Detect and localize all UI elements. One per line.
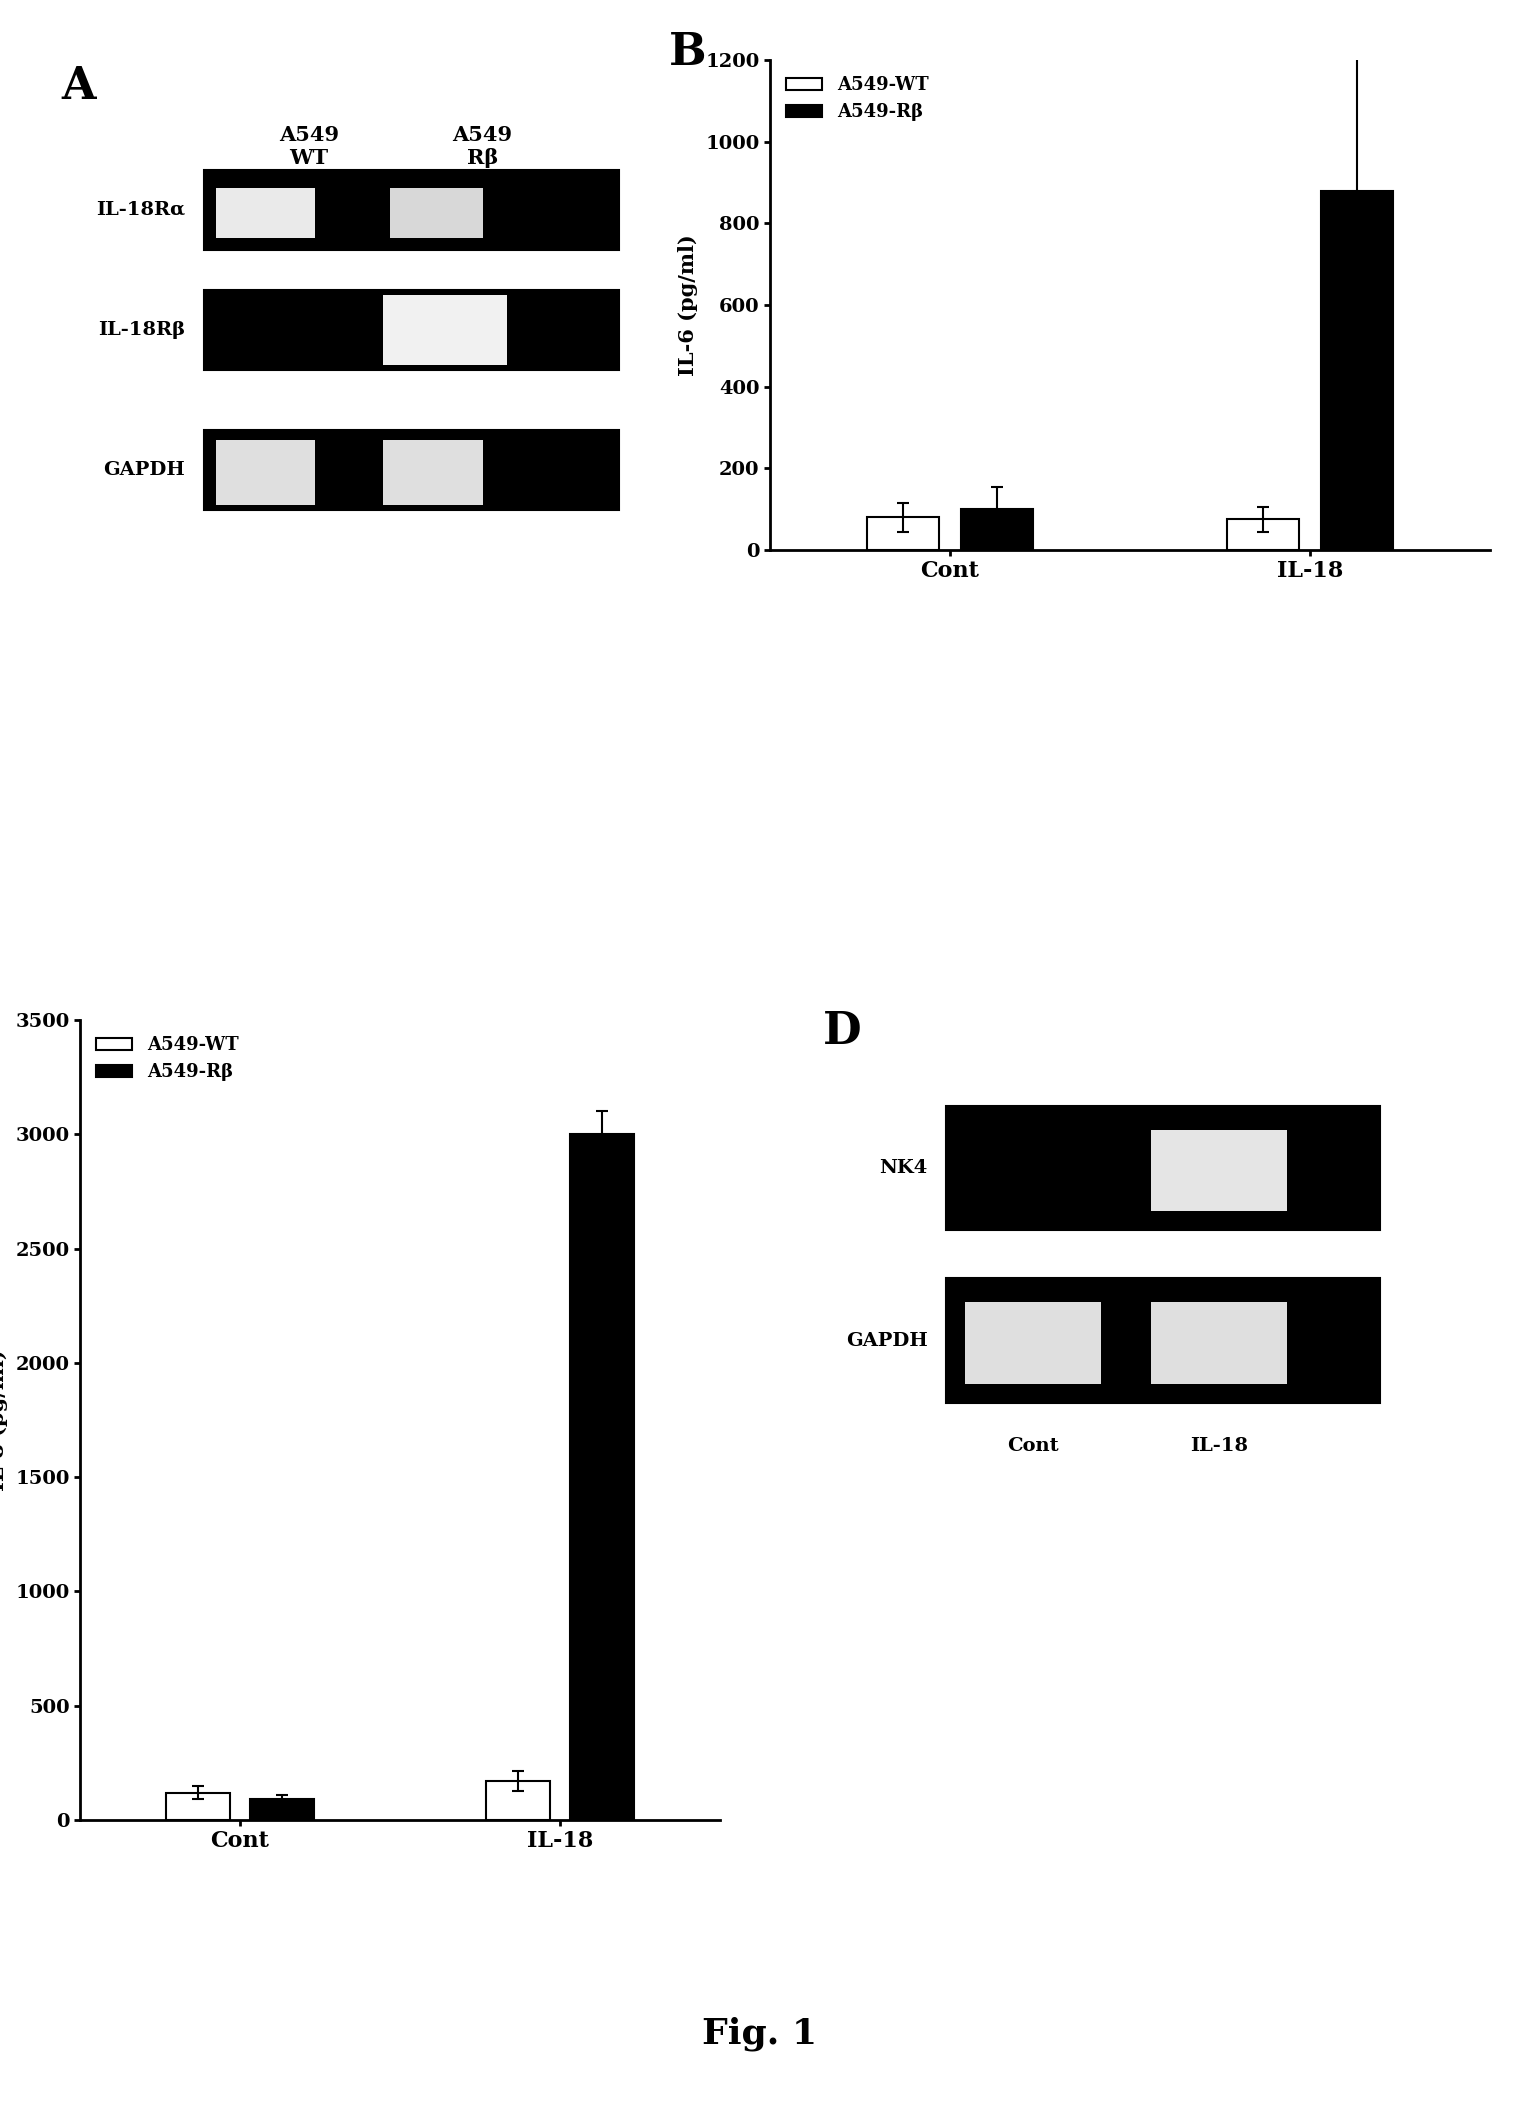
Y-axis label: IL-6 (pg/ml): IL-6 (pg/ml) bbox=[679, 234, 699, 377]
Bar bbox=[570, 1134, 633, 1820]
Bar bbox=[946, 1279, 1381, 1403]
Bar bbox=[167, 1793, 231, 1820]
Text: B: B bbox=[670, 32, 706, 74]
Text: NK4: NK4 bbox=[880, 1159, 928, 1176]
Bar bbox=[965, 1302, 1101, 1384]
Bar bbox=[216, 440, 316, 505]
Text: D: D bbox=[822, 1010, 861, 1052]
Bar bbox=[204, 290, 620, 370]
Y-axis label: IL-8 (pg/ml): IL-8 (pg/ml) bbox=[0, 1349, 8, 1492]
Bar bbox=[383, 295, 507, 364]
Bar bbox=[946, 1105, 1381, 1231]
Text: GAPDH: GAPDH bbox=[103, 461, 185, 480]
Bar bbox=[249, 1799, 313, 1820]
Bar bbox=[216, 187, 316, 238]
Bar bbox=[962, 509, 1033, 549]
Text: A: A bbox=[61, 65, 96, 107]
Text: IL-18Rα: IL-18Rα bbox=[96, 202, 185, 219]
Bar bbox=[204, 170, 620, 250]
Bar bbox=[1322, 191, 1393, 549]
Bar bbox=[1151, 1302, 1288, 1384]
Bar bbox=[389, 187, 483, 238]
Bar bbox=[1151, 1130, 1288, 1212]
Text: GAPDH: GAPDH bbox=[846, 1332, 928, 1351]
Bar bbox=[383, 440, 483, 505]
Bar bbox=[204, 429, 620, 509]
Text: Cont: Cont bbox=[1007, 1437, 1059, 1454]
Text: Fig. 1: Fig. 1 bbox=[702, 2018, 817, 2051]
Text: IL-18: IL-18 bbox=[1191, 1437, 1249, 1454]
Legend: A549-WT, A549-Rβ: A549-WT, A549-Rβ bbox=[90, 1029, 246, 1088]
Text: IL-18Rβ: IL-18Rβ bbox=[97, 322, 185, 339]
Bar bbox=[1227, 520, 1299, 549]
Legend: A549-WT, A549-Rβ: A549-WT, A549-Rβ bbox=[779, 69, 936, 128]
Bar bbox=[486, 1782, 550, 1820]
Text: A549
Rβ: A549 Rβ bbox=[453, 124, 512, 168]
Text: A549
WT: A549 WT bbox=[279, 124, 339, 168]
Bar bbox=[867, 518, 939, 549]
